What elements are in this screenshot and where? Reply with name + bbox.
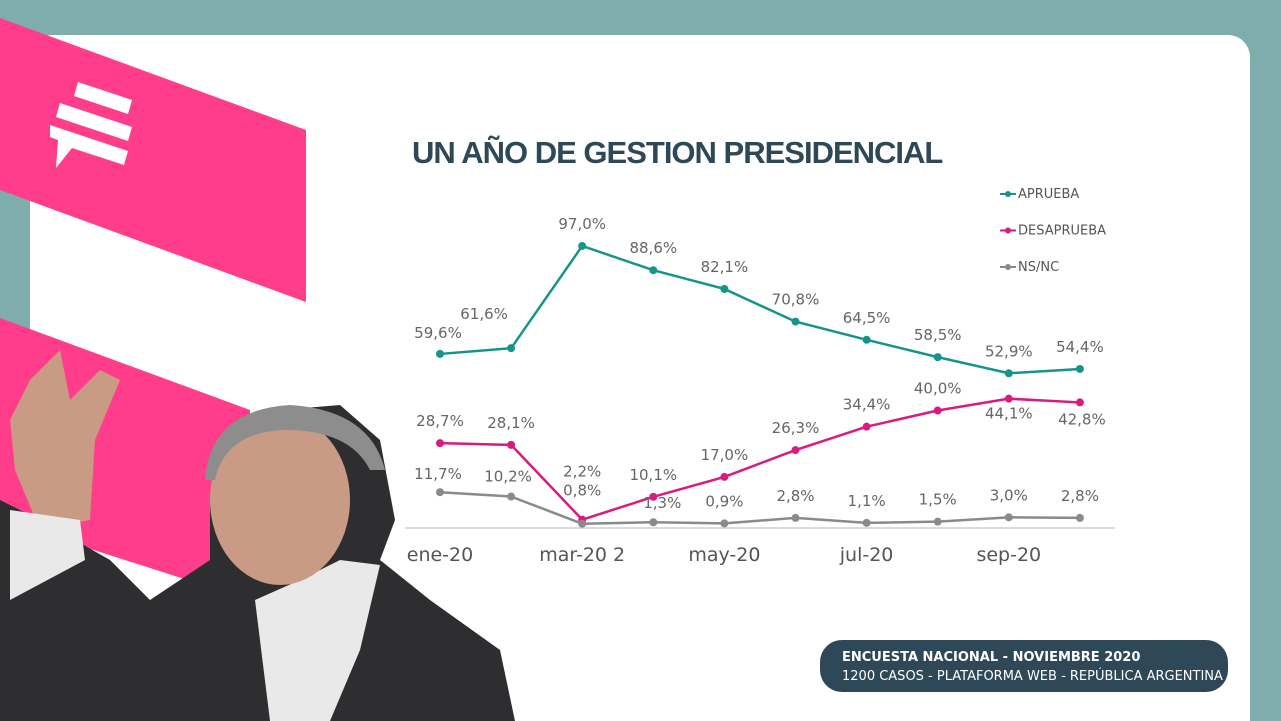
point [720, 519, 729, 528]
value-label: 52,9% [985, 342, 1033, 360]
value-label: 28,1% [487, 414, 535, 432]
value-label: 3,0% [990, 486, 1028, 504]
series-line [439, 244, 1080, 375]
value-label: 42,8% [1058, 410, 1106, 428]
legend-label: APRUEBA [1018, 187, 1079, 202]
point [578, 519, 587, 528]
value-label: 97,0% [558, 215, 606, 233]
value-label: 64,5% [843, 309, 891, 327]
value-label: 59,6% [414, 324, 462, 342]
legend-label: NS/NC [1018, 260, 1059, 275]
point [578, 241, 587, 250]
x-tick-label: jul-20 [839, 544, 894, 566]
x-tick-label: ene-20 [407, 544, 473, 566]
value-label: 88,6% [629, 239, 677, 257]
point [436, 439, 444, 448]
point [720, 284, 729, 293]
value-label: 54,4% [1056, 338, 1104, 356]
point [1075, 364, 1084, 373]
x-tick-label: mar-20 2 [539, 544, 625, 566]
value-label: 1,5% [919, 491, 957, 509]
legend-dot [1005, 264, 1011, 270]
footer-title: ENCUESTA NACIONAL - NOVIEMBRE 2020 [842, 650, 1140, 665]
value-label: 2,2% [563, 463, 601, 481]
legend-label: DESAPRUEBA [1018, 224, 1106, 239]
point [862, 422, 871, 431]
point [933, 517, 942, 526]
value-label: 40,0% [914, 380, 962, 398]
series-line [439, 397, 1080, 522]
value-label: 1,3% [643, 494, 681, 512]
point [862, 518, 871, 527]
point [1004, 394, 1013, 403]
point [1075, 398, 1084, 407]
value-label: 0,8% [563, 482, 601, 500]
value-label: 58,5% [914, 326, 962, 344]
point [507, 440, 516, 449]
point [436, 488, 444, 497]
point [862, 335, 871, 344]
value-label: 11,7% [414, 465, 462, 483]
point [507, 344, 516, 353]
point [791, 513, 800, 522]
value-label: 34,4% [843, 396, 891, 414]
value-label: 10,2% [484, 468, 532, 486]
point [933, 406, 942, 415]
value-label: 82,1% [701, 258, 749, 276]
value-label: 17,0% [701, 446, 749, 464]
footer-box [820, 640, 1228, 692]
value-label: 70,8% [772, 291, 820, 309]
point [1075, 513, 1084, 522]
point [649, 266, 658, 275]
legend-dot [1005, 227, 1011, 234]
chart-title: UN AÑO DE GESTION PRESIDENCIAL [412, 135, 942, 170]
point [933, 353, 942, 362]
point [1004, 513, 1013, 522]
value-label: 61,6% [460, 305, 508, 323]
value-label: 44,1% [985, 405, 1033, 423]
photo [0, 350, 515, 721]
logo [50, 82, 132, 168]
legend-dot [1005, 191, 1011, 197]
value-label: 28,7% [416, 412, 464, 430]
series-line [439, 490, 1080, 525]
x-tick-label: sep-20 [976, 544, 1041, 566]
value-label: 2,8% [776, 487, 814, 505]
point [507, 492, 516, 501]
point [436, 349, 444, 358]
value-label: 10,1% [629, 466, 677, 484]
point [649, 492, 658, 501]
point [791, 317, 800, 326]
value-label: 0,9% [705, 492, 743, 510]
x-tick-label: may-20 [688, 544, 760, 566]
point [649, 518, 658, 527]
point [1004, 369, 1013, 378]
point [720, 472, 729, 481]
value-label: 26,3% [772, 419, 820, 437]
value-label: 2,8% [1061, 487, 1099, 505]
value-label: 1,1% [848, 492, 886, 510]
point [791, 446, 800, 455]
footer-subtitle: 1200 CASOS - PLATAFORMA WEB - REPÚBLICA … [842, 668, 1223, 684]
